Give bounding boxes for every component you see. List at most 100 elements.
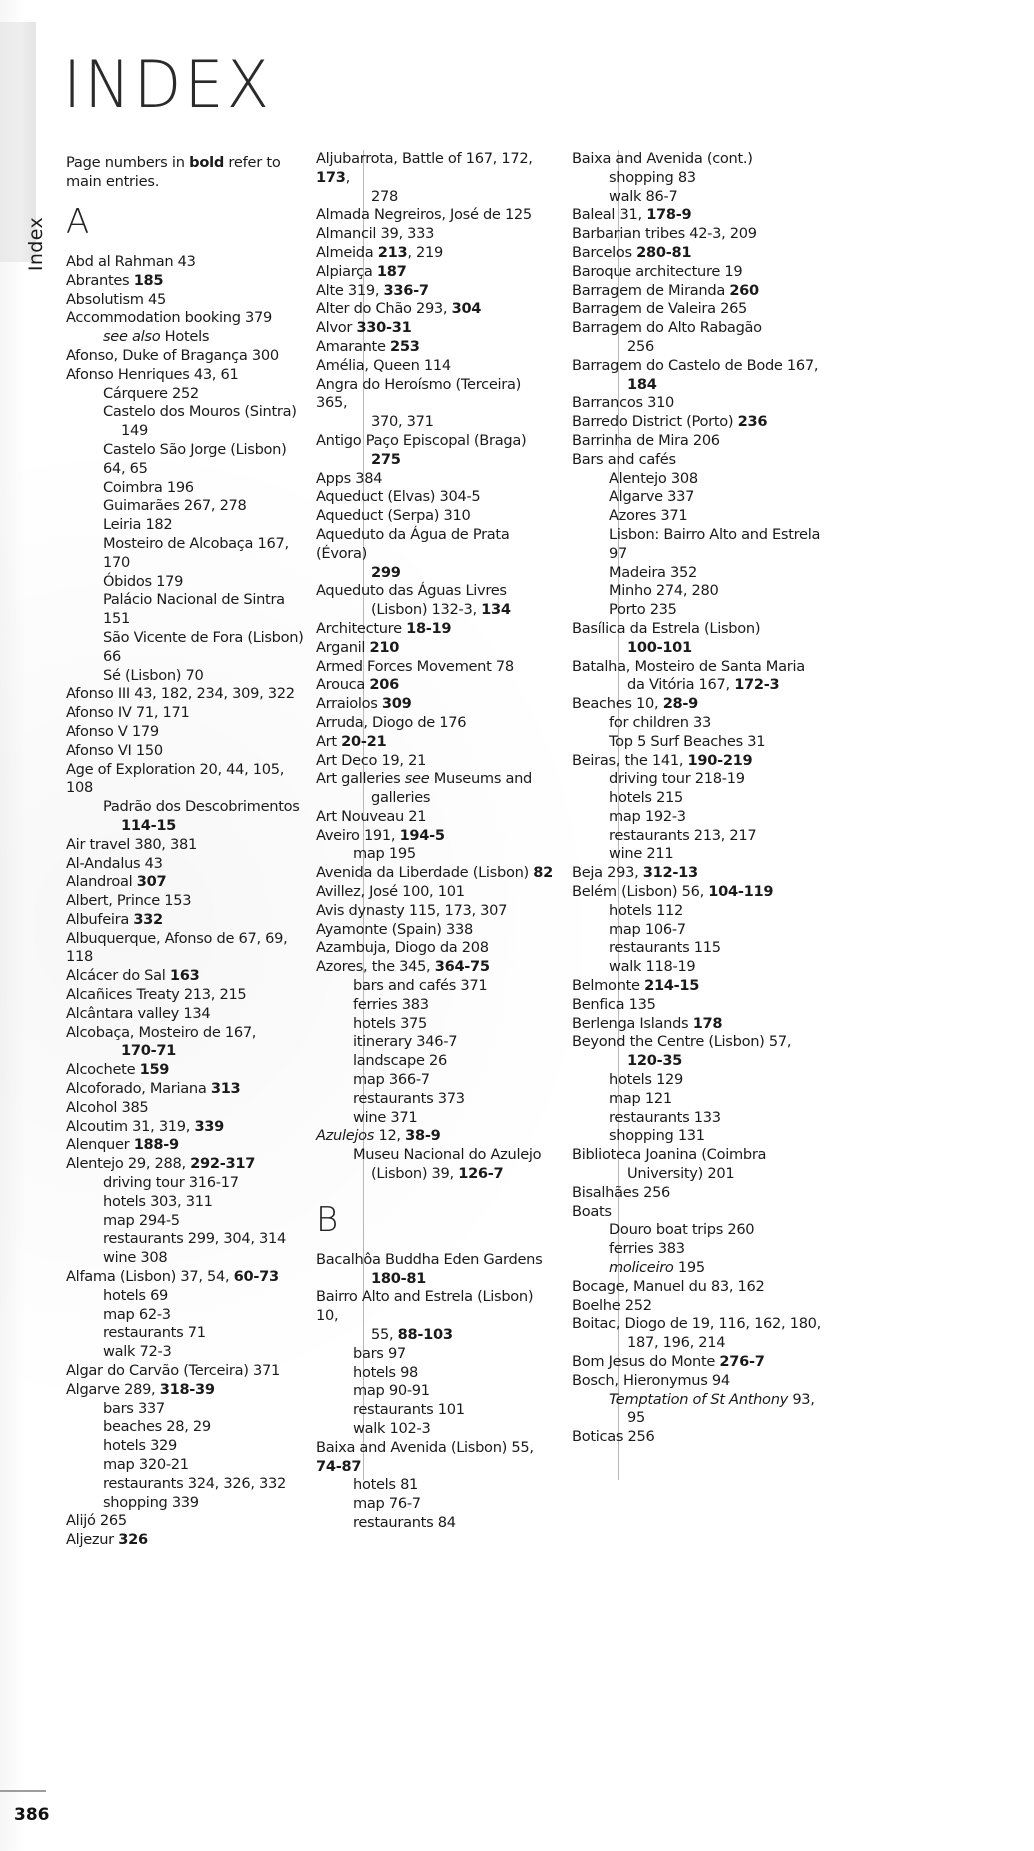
index-entry: Barragem de Valeira 265 (572, 300, 824, 319)
index-subentry: itinerary 346-7 (353, 1033, 458, 1051)
index-entry-line: Amélia, Queen 114 (316, 356, 451, 374)
bold-page-ref: 214-15 (644, 977, 700, 995)
index-entry-line: Almancil 39, 333 (316, 225, 435, 243)
index-entry-line: Alcobaça, Mosteiro de 167, (66, 1023, 257, 1041)
index-entry-line: Beiras, the 141, 190-219 (572, 751, 753, 769)
index-entry: Art Nouveau 21 (316, 808, 556, 827)
index-entry-line: Alenquer 188-9 (66, 1136, 179, 1154)
index-subentry: hotels 375 (353, 1014, 428, 1032)
index-subentry: Museu Nacional do Azulejo (353, 1146, 542, 1164)
index-subentry: hotels 81 (353, 1476, 419, 1494)
index-entry: Antigo Paço Episcopal (Braga) 275 (316, 432, 556, 470)
index-entry-line: Baleal 31, 178-9 (572, 206, 692, 224)
index-subentry: see also Hotels (103, 328, 210, 346)
bold-page-ref: 126-7 (458, 1165, 504, 1183)
bold-page-ref: 276-7 (719, 1353, 765, 1370)
index-entry-line: Bisalhães 256 (572, 1183, 671, 1201)
bold-page-ref: 60-73 (233, 1268, 279, 1286)
index-entry-line: Arruda, Diogo de 176 (316, 713, 467, 731)
index-entry-line: Afonso, Duke of Bragança 300 (66, 346, 279, 364)
index-entry-line: Arouca 206 (316, 676, 399, 694)
index-entry-line: Alcântara valley 134 (66, 1004, 211, 1022)
index-entry: Barragem de Miranda 260 (572, 282, 824, 301)
index-entry-line: Biblioteca Joanina (Coimbra (572, 1146, 767, 1164)
index-entry-line: Abd al Rahman 43 (66, 253, 196, 270)
index-entry-line: Antigo Paço Episcopal (Braga) (316, 431, 527, 449)
index-entry: Aqueduct (Serpa) 310 (316, 507, 556, 526)
index-continuation: 120-35 (589, 1052, 824, 1071)
index-entry: Abrantes 185 (66, 272, 306, 291)
index-subentry: Porto 235 (609, 601, 677, 619)
bold-page-ref: 159 (139, 1061, 170, 1079)
index-subentry: Madeira 352 (609, 563, 697, 581)
index-entry: Bisalhães 256 (572, 1184, 824, 1203)
bold-page-ref: 332 (133, 910, 163, 928)
index-entry-line: Al-Andalus 43 (66, 854, 163, 872)
index-subentry: Lisbon: Bairro Alto and Estrela 97 (609, 525, 821, 562)
index-column-3: Baixa and Avenida (cont.) shopping 83 walk… (572, 150, 824, 1447)
index-entry-line: Baroque architecture 19 (572, 262, 743, 280)
index-entry-line: Alcoutim 31, 319, 339 (66, 1117, 225, 1135)
index-continuation: 180-81 (333, 1270, 556, 1289)
index-subentry: Padrão dos Descobrimentos (103, 798, 300, 816)
index-subentry: bars 97 (353, 1344, 406, 1362)
bold-page-ref: 253 (389, 337, 420, 355)
index-subentry: shopping 339 (103, 1493, 199, 1511)
index-subentry: Castelo dos Mouros (Sintra) (103, 403, 297, 421)
index-entry: Bom Jesus do Monte 276-7 (572, 1353, 824, 1372)
index-entry-line: Absolutism 45 (66, 290, 166, 308)
index-entry: Afonso V 179 (66, 723, 306, 742)
index-continuation: 149 (121, 422, 148, 440)
bold-page-ref: 38-9 (405, 1127, 441, 1145)
index-entry: Afonso VI 150 (66, 742, 306, 761)
index-continuation: 114-15 (83, 817, 306, 836)
index-entry: Alpiarça 187 (316, 263, 556, 282)
index-entry: Almada Negreiros, José de 125 (316, 206, 556, 225)
index-continuation: 55, 88-103 (371, 1326, 453, 1344)
index-entry-line: Almada Negreiros, José de 125 (316, 206, 532, 224)
index-entry: Belém (Lisbon) 56, 104-119 hotels 112 map … (572, 883, 824, 977)
bold-page-ref: 104-119 (708, 883, 774, 901)
index-entry: Aqueduto da Água de Prata (Évora) 299 (316, 526, 556, 582)
index-subentry: Azores 371 (609, 507, 688, 525)
index-entry: Bacalhôa Buddha Eden Gardens 180-81 (316, 1251, 556, 1289)
index-entry: Beyond the Centre (Lisbon) 57, 120-35 hote… (572, 1033, 824, 1146)
index-subentry: Palácio Nacional de Sintra 151 (103, 591, 285, 628)
index-subentry: shopping 131 (609, 1127, 705, 1145)
index-entry-line: Art galleries see Museums and (316, 770, 533, 788)
index-subentry: Temptation of St Anthony 93, (609, 1390, 815, 1408)
bold-page-ref: 236 (737, 413, 768, 431)
index-entry-line: Alcoforado, Mariana 313 (66, 1080, 241, 1098)
index-entry: Baroque architecture 19 (572, 263, 824, 282)
bold-page-ref: 184 (627, 375, 657, 393)
index-subentry: Alentejo 308 (609, 469, 698, 487)
index-entry-line: Architecture 18-19 (316, 619, 452, 637)
index-entry-line: Aljubarrota, Battle of 167, 172, 173, (316, 150, 533, 186)
index-entry: Armed Forces Movement 78 (316, 658, 556, 677)
index-entry: Alcoutim 31, 319, 339 (66, 1118, 306, 1137)
bold-page-ref: 210 (369, 638, 400, 656)
index-entry: Boitac, Diogo de 19, 116, 162, 180, 187, … (572, 1315, 824, 1353)
index-entry-line: Ayamonte (Spain) 338 (316, 920, 473, 938)
index-subentry: bars and cafés 371 (353, 977, 488, 995)
bold-page-ref: 170-71 (121, 1042, 177, 1060)
index-entry-line: Boticas 256 (572, 1428, 655, 1446)
index-continuation: 95 (627, 1409, 645, 1427)
italic-term: see (404, 770, 430, 788)
bold-page-ref: 163 (169, 967, 200, 985)
index-subentry: map 90-91 (353, 1382, 430, 1400)
index-entry: Alijó 265 (66, 1512, 306, 1531)
index-subentry: hotels 98 (353, 1363, 419, 1381)
bold-page-ref: 307 (136, 873, 167, 891)
index-subentry: hotels 129 (609, 1071, 684, 1089)
index-entry-line: Bom Jesus do Monte 276-7 (572, 1353, 765, 1370)
index-subentry: Douro boat trips 260 (609, 1221, 755, 1239)
bold-page-ref: 313 (210, 1080, 241, 1098)
index-entry: Baleal 31, 178-9 (572, 206, 824, 225)
index-entry: Azulejos 12, 38-9 Museu Nacional do Azule… (316, 1127, 556, 1183)
bold-page-ref: 188-9 (133, 1136, 179, 1154)
bold-page-ref: 178 (692, 1014, 723, 1032)
index-entry-line: Algarve 289, 318-39 (66, 1380, 215, 1398)
bold-page-ref: 280-81 (636, 243, 692, 261)
